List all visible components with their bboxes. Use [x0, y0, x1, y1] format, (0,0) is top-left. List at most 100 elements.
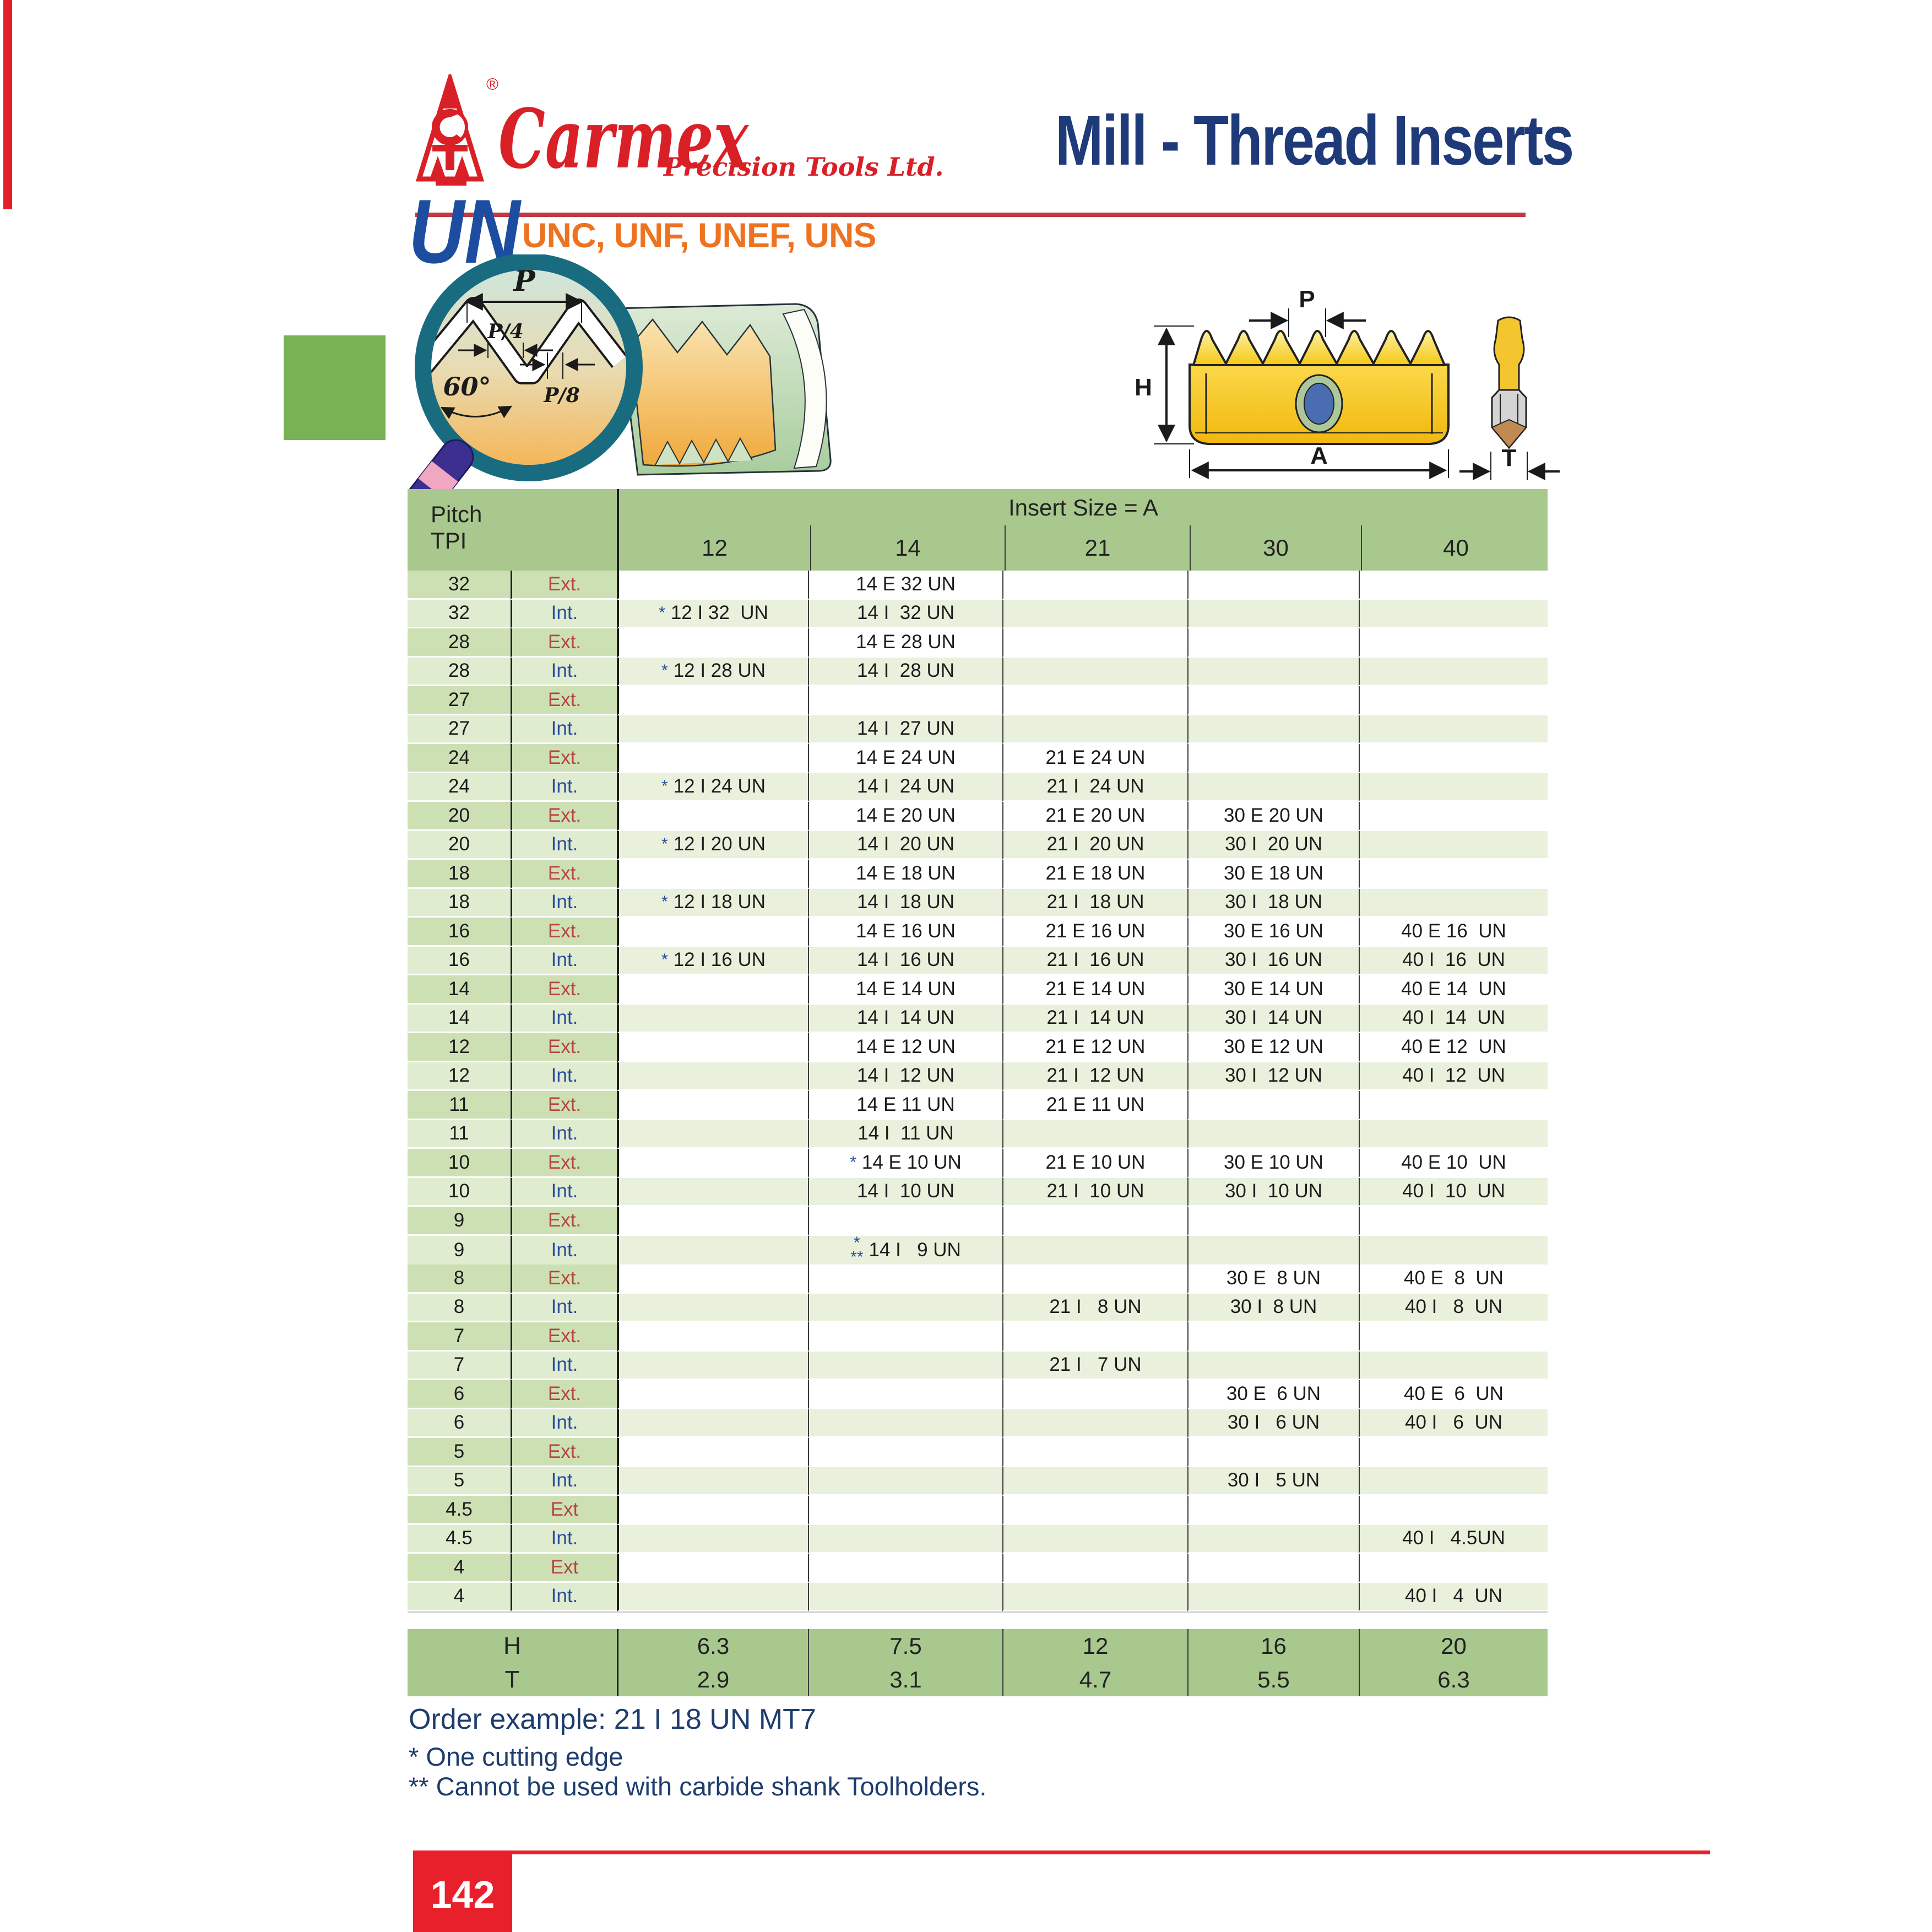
table-row: 12 Ext. 14 E 12 UN 21 E 12 UN 30 E 12 UN 40 E… [408, 1033, 1548, 1062]
table-row: 7 Int. 21 I 7 UN [408, 1351, 1548, 1380]
insert-code: 21 E 24 UN [1045, 746, 1146, 768]
insert-code: 30 E 20 UN [1224, 804, 1323, 826]
insert-code-cell: 14 E 20 UN [808, 802, 1002, 831]
insert-code-cell: 14 E 28 UN [808, 628, 1002, 658]
insert-code-cell: * 12 I 20 UN [617, 831, 808, 860]
insert-code: 30 I 5 UN [1227, 1469, 1320, 1491]
table-row: 10 Int. 14 I 10 UN 21 I 10 UN 30 I 10 UN 40 I… [408, 1177, 1548, 1207]
tpi-value: 18 [408, 860, 511, 889]
insert-code: 12 I 28 UN [673, 660, 766, 682]
insert-code-cell [808, 1380, 1002, 1409]
insert-code-cell [1187, 628, 1359, 658]
insert-code-cell [1002, 1265, 1187, 1294]
insert-code-cell [1002, 657, 1187, 686]
insert-code: 40 I 16 UN [1402, 949, 1505, 971]
insert-code-cell: 21 E 18 UN [1002, 860, 1187, 889]
thread-type-label: Int. [511, 946, 617, 975]
column-header: 30 [1190, 525, 1361, 571]
insert-size-table: Pitch TPI Insert Size = A 12 14 21 30 40 32 E… [408, 489, 1548, 1696]
insert-code: 14 I 24 UN [856, 775, 955, 797]
insert-code-cell: 40 I 10 UN [1359, 1177, 1548, 1207]
insert-code-cell [1002, 715, 1187, 744]
insert-code-cell: 14 I 12 UN [808, 1062, 1002, 1091]
insert-code-cell: 30 I 20 UN [1187, 831, 1359, 860]
tpi-value: 11 [408, 1091, 511, 1120]
footnote-marker: * [661, 835, 668, 854]
insert-code: 14 E 18 UN [856, 862, 956, 884]
tpi-value: 14 [408, 1004, 511, 1033]
insert-code: 21 E 18 UN [1045, 862, 1146, 884]
insert-code-cell: 40 E 12 UN [1359, 1033, 1548, 1062]
insert-code-cell [1359, 802, 1548, 831]
insert-code-cell: 14 E 16 UN [808, 918, 1002, 947]
column-header: 12 [702, 535, 728, 561]
insert-code: 40 I 8 UN [1404, 1296, 1503, 1318]
insert-code-cell [617, 1265, 808, 1294]
insert-code-cell: 21 I 16 UN [1002, 946, 1187, 975]
tpi-value: 10 [408, 1149, 511, 1178]
table-row: 18 Int. * 12 I 18 UN 14 I 18 UN 21 I 18 UN 30 … [408, 888, 1548, 918]
tpi-value: 27 [408, 715, 511, 744]
insert-code-cell: 14 I 27 UN [808, 715, 1002, 744]
dimension-value: 16 [1187, 1629, 1359, 1663]
insert-code-cell [617, 1033, 808, 1062]
insert-code-cell: 21 I 7 UN [1002, 1351, 1187, 1380]
insert-code-cell: 14 I 11 UN [808, 1120, 1002, 1149]
insert-code-cell: 40 I 4 UN [1359, 1582, 1548, 1611]
insert-code-cell [808, 686, 1002, 715]
insert-code-cell [1187, 1351, 1359, 1380]
insert-code-cell: 21 E 24 UN [1002, 744, 1187, 773]
insert-code-cell [617, 744, 808, 773]
insert-code-cell [617, 1496, 808, 1525]
insert-code: 14 I 16 UN [856, 949, 955, 971]
table-row: 24 Ext. 14 E 24 UN 21 E 24 UN [408, 744, 1548, 773]
column-header: 14 [810, 525, 1005, 571]
footnote-marker: * [659, 604, 665, 622]
insert-code-cell [1002, 1207, 1187, 1236]
insert-code: 14 E 32 UN [856, 573, 956, 595]
insert-code: 30 E 8 UN [1226, 1267, 1321, 1289]
footer-t-label: T [504, 1665, 520, 1693]
insert-code-cell [1359, 657, 1548, 686]
insert-code-cell: 21 I 8 UN [1002, 1293, 1187, 1322]
thread-type-label: Ext. [511, 1265, 617, 1294]
tpi-value: 24 [408, 773, 511, 802]
insert-code: 30 E 16 UN [1224, 920, 1323, 942]
table-row: 32 Int. * 12 I 32 UN 14 I 32 UN [408, 599, 1548, 628]
tpi-value: 27 [408, 686, 511, 715]
tpi-value: 28 [408, 657, 511, 686]
insert-code-cell [808, 1467, 1002, 1496]
insert-code: 40 E 6 UN [1404, 1382, 1504, 1404]
insert-code-cell: 21 E 10 UN [1002, 1149, 1187, 1178]
insert-code-cell: 30 I 5 UN [1187, 1467, 1359, 1496]
insert-code-cell [808, 1582, 1002, 1611]
insert-code-cell: 21 I 20 UN [1002, 831, 1187, 860]
table-row: 10 Ext. * 14 E 10 UN 21 E 10 UN 30 E 10 UN 40 … [408, 1149, 1548, 1178]
insert-code-cell [1359, 1091, 1548, 1120]
dim-a-label: A [1310, 442, 1328, 469]
insert-code-cell: 14 I 16 UN [808, 946, 1002, 975]
insert-code-cell [808, 1496, 1002, 1525]
tpi-value: 18 [408, 888, 511, 918]
tpi-value: 7 [408, 1351, 511, 1380]
insert-code: 14 E 14 UN [856, 978, 956, 1000]
insert-code-cell: 14 I 20 UN [808, 831, 1002, 860]
insert-code: 14 E 12 UN [856, 1035, 956, 1057]
table-row: 12 Int. 14 I 12 UN 21 I 12 UN 30 I 12 UN 40 I… [408, 1062, 1548, 1091]
insert-code: 30 I 6 UN [1227, 1412, 1320, 1434]
insert-code-cell: * 12 I 16 UN [617, 946, 808, 975]
insert-code: 21 I 24 UN [1046, 775, 1144, 797]
insert-code-cell [1002, 1496, 1187, 1525]
insert-code-cell: 14 I 32 UN [808, 599, 1002, 628]
thread-type-label: Ext. [511, 1149, 617, 1178]
thread-type-label: Ext. [511, 1033, 617, 1062]
insert-code-cell [617, 1177, 808, 1207]
insert-code: 21 E 20 UN [1045, 804, 1146, 826]
insert-code: 21 I 12 UN [1046, 1065, 1144, 1087]
insert-code: 30 I 18 UN [1224, 891, 1323, 913]
insert-code-cell [1002, 686, 1187, 715]
dimension-value: 2.9 [617, 1663, 808, 1696]
tpi-label: TPI [431, 528, 467, 553]
insert-code: 21 I 16 UN [1046, 949, 1144, 971]
insert-code-cell [617, 1004, 808, 1033]
